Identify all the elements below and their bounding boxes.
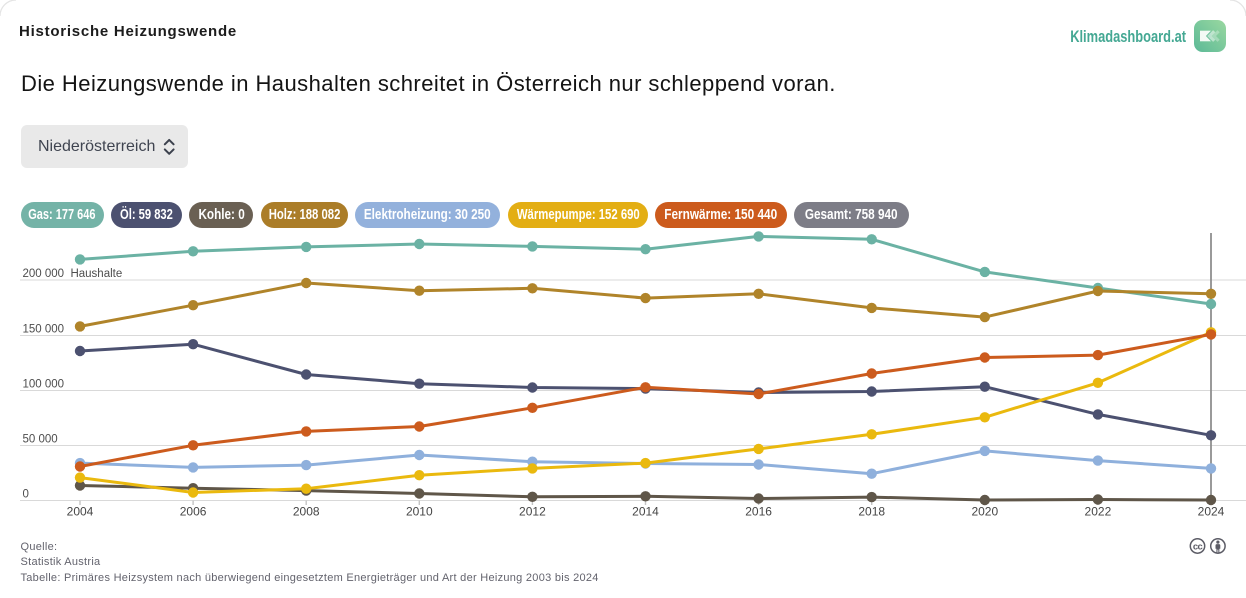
svg-text:2018: 2018 — [858, 505, 885, 519]
svg-text:2004: 2004 — [67, 505, 94, 519]
svg-text:2014: 2014 — [632, 505, 659, 519]
svg-text:2022: 2022 — [1085, 505, 1112, 519]
svg-text:50 000: 50 000 — [23, 433, 58, 445]
svg-text:2024: 2024 — [1198, 505, 1225, 519]
svg-text:100 000: 100 000 — [23, 378, 65, 390]
svg-text:2010: 2010 — [406, 505, 433, 519]
svg-text:0: 0 — [23, 488, 29, 500]
svg-text:2016: 2016 — [745, 505, 772, 519]
svg-text:2020: 2020 — [971, 505, 998, 519]
svg-text:2012: 2012 — [519, 505, 546, 519]
svg-text:2008: 2008 — [293, 505, 320, 519]
svg-text:cc: cc — [1193, 541, 1203, 552]
svg-text:200 000 Haushalte: 200 000 Haushalte — [23, 268, 123, 280]
svg-text:2006: 2006 — [180, 505, 207, 519]
svg-text:150 000: 150 000 — [23, 323, 65, 335]
